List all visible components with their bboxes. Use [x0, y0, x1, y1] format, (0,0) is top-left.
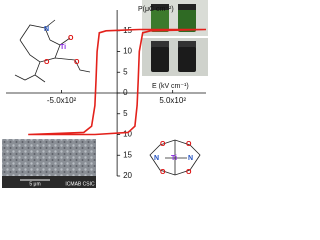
bond-lines [149, 139, 201, 176]
sem-scale: 5 μm [29, 181, 40, 187]
bond-lines [14, 19, 91, 83]
y-tick-label: 15 [123, 150, 132, 159]
atom-label: O [186, 141, 192, 148]
y-tick-label: 20 [123, 171, 132, 180]
y-tick-label: 10 [123, 47, 132, 56]
atom-label: O [160, 141, 166, 148]
atom-label: O [68, 35, 74, 42]
molecule-2: Ti N N O O O O [149, 139, 201, 176]
atom-label: O [160, 169, 166, 176]
atom-label: N [188, 155, 193, 162]
graphical-abstract: 5 μm ICMAB CSIC Ti N O O O Ti N N O O O … [2, 0, 208, 188]
sem-credit: ICMAB CSIC [65, 181, 95, 187]
y-tick-label: 5 [123, 67, 128, 76]
y-tick-label: 5 [123, 109, 128, 118]
atom-label: O [186, 169, 192, 176]
x-axis-label: E (kV cm⁻¹) [152, 83, 189, 90]
y-tick-label: 0 [123, 88, 128, 97]
sem-image: 5 μm ICMAB CSIC [2, 139, 96, 188]
atom-label: N [154, 155, 159, 162]
atom-label: N [44, 26, 49, 33]
atom-label: Ti [60, 44, 66, 51]
atom-label: Ti [171, 155, 177, 162]
y-axis-label: P(μC cm⁻²) [138, 6, 174, 13]
vial-photos [142, 0, 208, 76]
y-tick-label: 10 [123, 130, 132, 139]
hysteresis-loop [28, 28, 207, 136]
atom-label: O [44, 59, 50, 66]
atom-label: O [74, 59, 80, 66]
x-tick-label: 5.0x10² [159, 96, 186, 105]
molecule-1: Ti N O O O [14, 19, 91, 83]
x-tick-label: -5.0x10² [47, 96, 77, 105]
